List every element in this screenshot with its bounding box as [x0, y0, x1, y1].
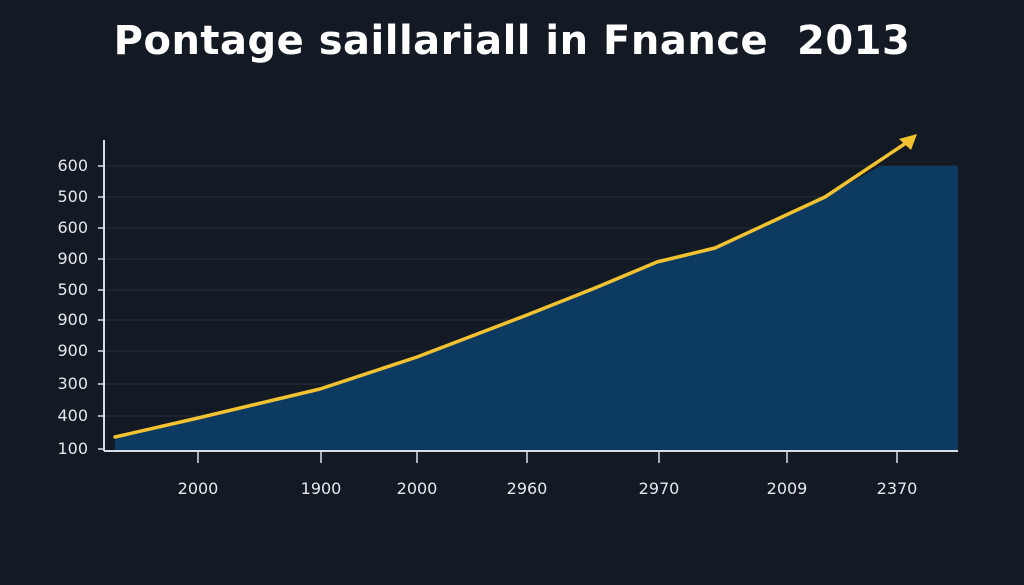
- x-tick-label: 2960: [506, 479, 548, 498]
- y-tick-label: 900: [57, 310, 88, 329]
- y-tick-label: 500: [57, 187, 88, 206]
- y-tick-marks: [98, 165, 104, 450]
- y-tick-label: 600: [57, 156, 88, 175]
- x-tick-label: 2000: [396, 479, 438, 498]
- x-tick-label: 1900: [300, 479, 342, 498]
- x-tick-label: 2000: [177, 479, 219, 498]
- y-tick-label: 300: [57, 374, 88, 393]
- x-tick-label: 2370: [876, 479, 918, 498]
- y-tick-label: 400: [57, 406, 88, 425]
- area-fill: [115, 166, 958, 450]
- y-tick-label: 900: [57, 341, 88, 360]
- axes: [103, 140, 958, 452]
- y-tick-label: 100: [57, 439, 88, 458]
- y-tick-label: 600: [57, 218, 88, 237]
- y-tick-label: 500: [57, 280, 88, 299]
- chart-title: Pontage saillariall in Fnance 2013: [113, 18, 911, 64]
- trend-line: [113, 141, 908, 439]
- x-tick-marks: [197, 451, 898, 463]
- y-tick-label: 900: [57, 249, 88, 268]
- trend-arrow-icon: [899, 134, 917, 150]
- x-tick-label: 2970: [638, 479, 680, 498]
- x-tick-label: 2009: [766, 479, 808, 498]
